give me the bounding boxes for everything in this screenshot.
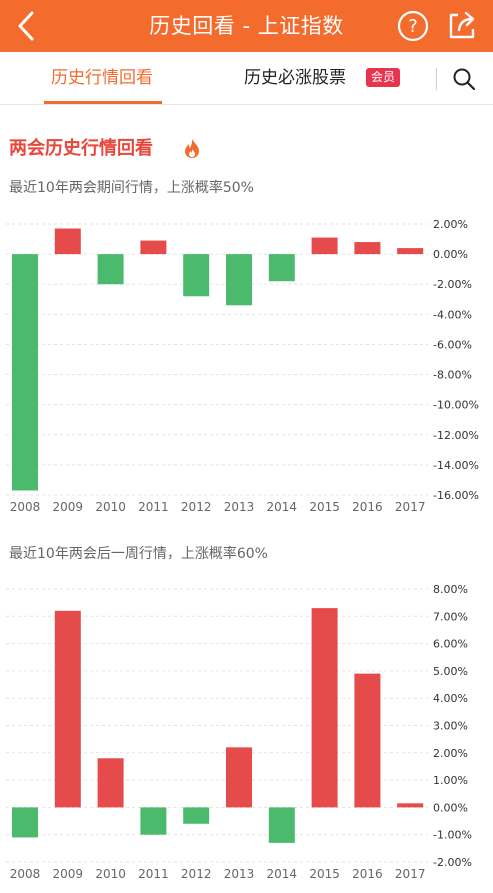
x-tick-label: 2016 bbox=[352, 867, 383, 881]
app-header: 历史回看 - 上证指数 ? bbox=[0, 0, 493, 52]
y-tick-label: 1.00% bbox=[433, 774, 468, 787]
x-tick-label: 2012 bbox=[181, 500, 212, 514]
bar-2012[interactable] bbox=[183, 807, 210, 824]
y-tick-label: 0.00% bbox=[433, 248, 468, 261]
y-tick-label: -4.00% bbox=[433, 308, 472, 321]
bar-2013[interactable] bbox=[226, 254, 252, 306]
x-tick-label: 2017 bbox=[395, 500, 426, 514]
chart-during-sessions: 2.00% 0.00% -2.00% -4.00% -6.00% -8.00% -10.00… bbox=[6, 218, 479, 514]
tab-history-review[interactable]: 历史行情回看 bbox=[51, 68, 153, 88]
y-tick-label: 2.00% bbox=[433, 747, 468, 760]
x-tick-label: 2008 bbox=[10, 500, 41, 514]
member-badge: 会员 bbox=[366, 68, 401, 87]
bar-2008[interactable] bbox=[12, 254, 38, 491]
bar-2012[interactable] bbox=[183, 254, 210, 297]
chart2-subtitle: 最近10年两会后一周行情，上涨概率60% bbox=[9, 546, 268, 562]
bar-2014[interactable] bbox=[268, 807, 295, 843]
x-tick-label: 2013 bbox=[224, 867, 255, 881]
x-tick-label: 2009 bbox=[53, 500, 84, 514]
y-tick-label: -10.00% bbox=[433, 399, 479, 412]
svg-text:?: ? bbox=[408, 16, 418, 37]
search-icon[interactable] bbox=[452, 67, 476, 91]
y-tick-label: -1.00% bbox=[433, 829, 472, 842]
y-tick-label: 8.00% bbox=[433, 583, 468, 596]
y-tick-label: 2.00% bbox=[433, 218, 468, 231]
bar-2010[interactable] bbox=[97, 254, 124, 285]
y-tick-label: 3.00% bbox=[433, 720, 468, 733]
x-tick-label: 2015 bbox=[309, 867, 340, 881]
x-tick-label: 2017 bbox=[395, 867, 426, 881]
x-tick-label: 2011 bbox=[138, 500, 169, 514]
bar-2008[interactable] bbox=[12, 807, 38, 838]
bar-2015[interactable] bbox=[311, 608, 338, 808]
y-tick-label: 5.00% bbox=[433, 665, 468, 678]
bar-2010[interactable] bbox=[97, 758, 124, 808]
y-tick-label: -14.00% bbox=[433, 459, 479, 472]
x-tick-label: 2014 bbox=[267, 500, 298, 514]
x-tick-label: 2010 bbox=[95, 500, 126, 514]
x-tick-label: 2012 bbox=[181, 867, 212, 881]
chart1-subtitle: 最近10年两会期间行情，上涨概率50% bbox=[9, 180, 254, 196]
tab-must-rise-stocks[interactable]: 历史必涨股票 bbox=[244, 68, 346, 88]
x-tick-label: 2013 bbox=[224, 500, 255, 514]
flame-icon bbox=[185, 138, 199, 158]
y-tick-label: 7.00% bbox=[433, 610, 468, 623]
section-title: 两会历史行情回看 bbox=[9, 138, 153, 159]
y-tick-label: -12.00% bbox=[433, 429, 479, 442]
y-tick-label: -16.00% bbox=[433, 489, 479, 502]
chart-week-after-sessions: 8.00% 7.00% 6.00% 5.00% 4.00% 3.00% 2.00% 1.00%… bbox=[6, 583, 472, 881]
bar-2015[interactable] bbox=[311, 237, 338, 255]
bar-2009[interactable] bbox=[54, 228, 81, 255]
x-tick-label: 2010 bbox=[95, 867, 126, 881]
x-tick-label: 2011 bbox=[138, 867, 169, 881]
y-tick-label: 6.00% bbox=[433, 638, 468, 651]
x-tick-label: 2014 bbox=[267, 867, 298, 881]
y-tick-label: -8.00% bbox=[433, 369, 472, 382]
active-tab-indicator bbox=[44, 101, 162, 104]
share-icon[interactable] bbox=[446, 9, 478, 41]
chevron-left-icon[interactable] bbox=[12, 10, 42, 42]
y-tick-label: -2.00% bbox=[433, 856, 472, 869]
bar-2016[interactable] bbox=[354, 242, 381, 255]
tab-divider bbox=[436, 68, 437, 90]
question-circle-icon[interactable]: ? bbox=[397, 10, 429, 42]
bar-2017[interactable] bbox=[397, 803, 424, 808]
bar-2011[interactable] bbox=[140, 240, 167, 255]
bar-2011[interactable] bbox=[140, 807, 167, 835]
bar-2013[interactable] bbox=[226, 747, 252, 808]
y-tick-label: -2.00% bbox=[433, 278, 472, 291]
bar-2016[interactable] bbox=[354, 673, 381, 808]
bar-2014[interactable] bbox=[268, 254, 295, 282]
x-tick-label: 2016 bbox=[352, 500, 383, 514]
bar-2017[interactable] bbox=[397, 248, 424, 255]
tab-bar: 历史行情回看 历史必涨股票 会员 bbox=[0, 52, 493, 105]
y-tick-label: 0.00% bbox=[433, 801, 468, 814]
x-tick-label: 2009 bbox=[53, 867, 84, 881]
x-tick-label: 2015 bbox=[309, 500, 340, 514]
x-tick-label: 2008 bbox=[10, 867, 41, 881]
y-tick-label: -6.00% bbox=[433, 338, 472, 351]
bar-2009[interactable] bbox=[54, 610, 81, 808]
y-tick-label: 4.00% bbox=[433, 692, 468, 705]
page-title: 历史回看 - 上证指数 bbox=[149, 14, 344, 38]
